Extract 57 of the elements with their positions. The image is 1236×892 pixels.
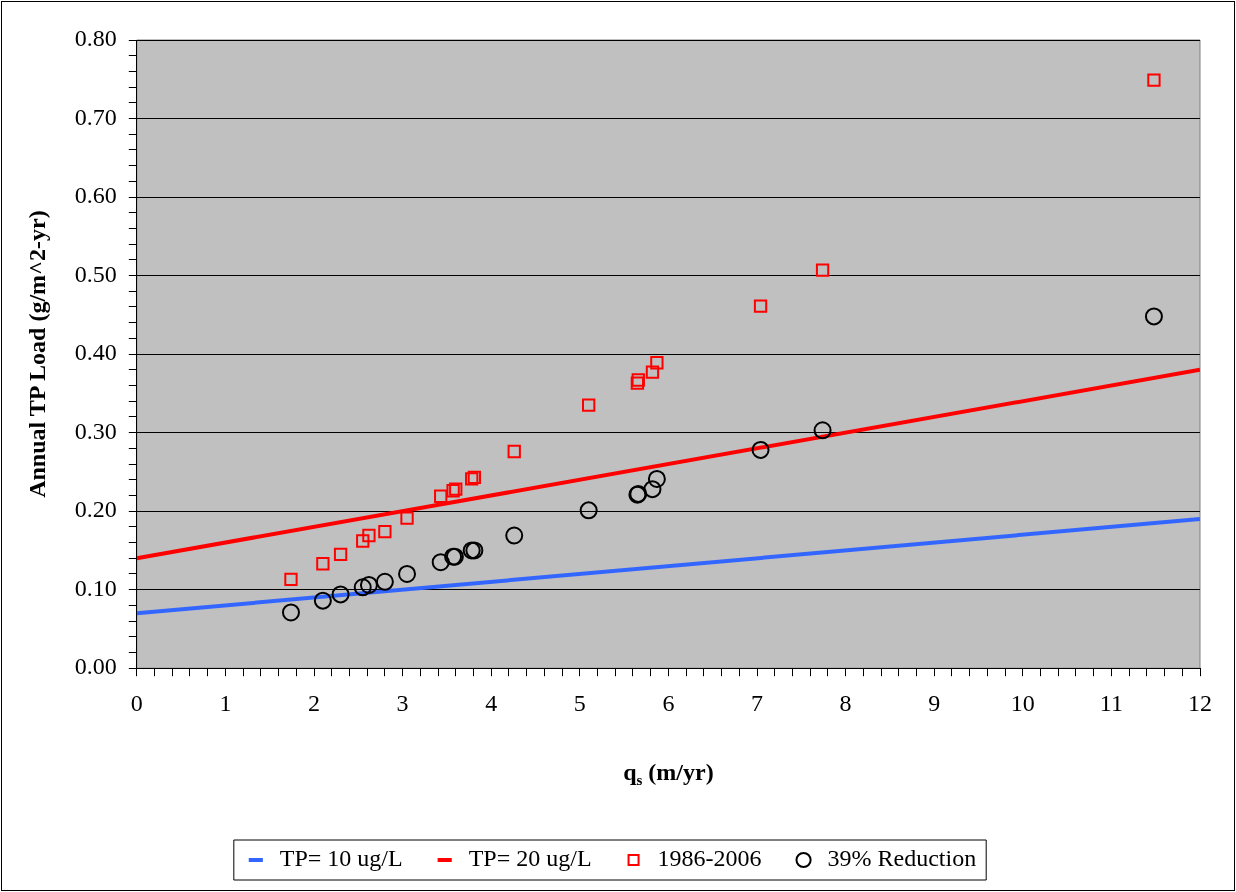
x-tick-label: 3 [396,689,409,716]
point [434,489,448,503]
x-tick-label: 6 [662,689,675,716]
x-tick-label: 5 [573,689,586,716]
point [1144,307,1163,326]
y-tick-label: 0.20 [74,496,117,523]
x-tick-label: 2 [308,689,320,716]
point [579,501,598,520]
point [650,356,664,370]
y-tick-label: 0.70 [74,103,117,130]
point [284,572,298,587]
point [753,299,768,313]
point [316,557,330,571]
x-tick-label: 0 [130,689,143,716]
y-tick-label: 0.00 [74,653,117,680]
point [507,444,521,459]
x-tick-label: 1 [219,689,232,716]
point [1147,73,1161,87]
x-tick-label: 12 [1188,689,1212,716]
point [813,421,832,440]
point [378,524,392,539]
point [359,575,378,594]
y-tick-label: 0.80 [74,25,117,52]
point [398,564,417,583]
y-tick-label: 0.40 [74,339,117,366]
point [815,263,830,277]
point [643,480,662,499]
point [362,528,376,543]
point [400,511,414,525]
point [645,365,660,379]
point [333,547,348,561]
point [751,440,770,459]
legend-label: 39% Reduction [827,845,977,872]
x-tick-label: 10 [1010,689,1035,716]
x-tick-label: 9 [928,689,941,716]
y-tick-label: 0.30 [74,417,117,444]
x-tick-label: 11 [1099,689,1123,716]
y-tick-label: 0.50 [74,260,117,287]
point [375,572,394,591]
legend-label: TP= 10 ug/L [279,845,403,872]
point [356,534,370,548]
y-axis-title: Annual TP Load (g/m^2-yr) [23,210,50,498]
point [431,553,450,572]
y-tick-label: 0.60 [74,182,117,209]
point [281,603,300,622]
point [313,591,332,610]
x-tick-label: 8 [839,689,852,716]
legend-label: TP= 20 ug/L [468,845,592,872]
point [647,469,666,488]
point [582,398,596,412]
point [353,578,372,597]
legend-label: 1986-2006 [657,845,762,872]
point [505,526,524,545]
point [331,585,350,604]
x-tick-label: 7 [751,689,763,716]
y-tick-label: 0.10 [74,574,117,601]
x-tick-label: 4 [485,689,498,716]
